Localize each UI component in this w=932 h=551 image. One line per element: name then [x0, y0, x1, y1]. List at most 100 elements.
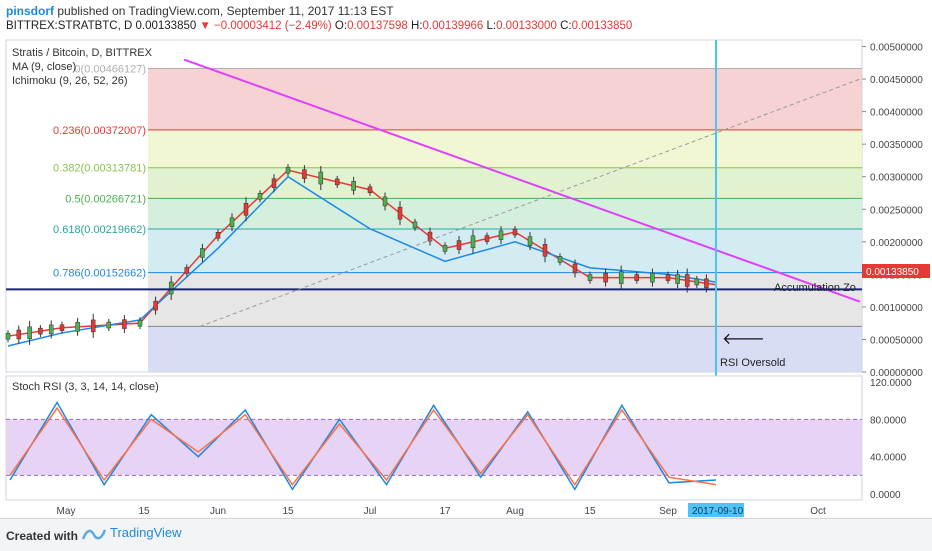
- candle-body: [215, 232, 221, 239]
- candle-body: [200, 248, 205, 258]
- x-tick-label: 15: [584, 506, 596, 517]
- y-tick-label: 0.00450000: [870, 75, 923, 86]
- y-tick-label: 0.00350000: [870, 140, 923, 151]
- candle-body: [106, 321, 112, 329]
- low-label: L:: [486, 20, 497, 32]
- candle-body: [484, 235, 490, 242]
- fib-band: [148, 129, 862, 168]
- last-price: 0.00133850: [135, 20, 197, 32]
- x-tick-label: May: [57, 506, 76, 517]
- fib-level-label: 0.5(0.00266721): [65, 193, 146, 205]
- trend-line: [183, 58, 861, 303]
- candle-body: [16, 329, 22, 340]
- tradingview-logo-icon: [82, 529, 106, 540]
- candle-body: [285, 166, 291, 174]
- candle-body: [334, 178, 340, 186]
- price-chart[interactable]: 0(0.00466127) 0.236(0.00372007) 0.382(0.00…: [0, 0, 932, 518]
- y-tick-label: 0.00200000: [870, 238, 923, 249]
- candle-body: [271, 178, 277, 188]
- high-value: 0.00139966: [422, 20, 484, 32]
- y-tick-label: 0.00100000: [870, 303, 923, 314]
- candle-body: [397, 206, 403, 220]
- rsi-oversold-label: RSI Oversold: [720, 357, 785, 369]
- x-tick-label: 15: [138, 506, 150, 517]
- candle-body: [572, 263, 578, 274]
- chart-header: pinsdorf published on TradingView.com, S…: [0, 0, 932, 40]
- fib-level-label: 0.786(0.00152662): [53, 268, 146, 280]
- y-tick-label: 0.00400000: [870, 108, 923, 119]
- candle-body: [229, 217, 235, 228]
- candle-body: [650, 272, 655, 283]
- rsi-title: Stoch RSI (3, 3, 14, 14, close): [12, 381, 159, 393]
- x-tick-label: Oct: [810, 506, 826, 517]
- y-tick-label: 0.00500000: [870, 43, 923, 54]
- candle-body: [48, 324, 54, 335]
- fib-level-label: 0(0.00466127): [74, 64, 146, 76]
- candle-body: [412, 221, 418, 229]
- tradingview-link[interactable]: TradingView: [82, 525, 182, 541]
- candle-body: [59, 324, 65, 331]
- candle-body: [675, 274, 680, 284]
- candle-body: [694, 278, 700, 286]
- close-value: 0.00133850: [571, 20, 633, 32]
- high-label: H:: [411, 20, 423, 32]
- candle-body: [75, 322, 80, 332]
- open-value: 0.00137598: [347, 20, 408, 32]
- x-tick-label: 15: [282, 506, 294, 517]
- candle-body: [427, 231, 433, 242]
- fib-band: [148, 198, 862, 230]
- created-with-label: Created with: [6, 529, 79, 543]
- candle-body: [603, 272, 608, 283]
- low-value: 0.00133000: [496, 20, 557, 32]
- legend-entry: Stratis / Bitcoin, D, BITTREX: [12, 47, 153, 59]
- price-change: −0.00003412 (−2.49%): [214, 20, 332, 32]
- candle-body: [27, 326, 32, 340]
- accumulation-zone-label: Accumulation Zo: [774, 282, 856, 294]
- footer-bar: Created with TradingView: [0, 518, 932, 551]
- date-tag-bg: [688, 503, 744, 517]
- y-tick-label: 0.00050000: [870, 335, 923, 346]
- candle-body: [122, 319, 127, 329]
- candle-body: [498, 230, 504, 241]
- candle-body: [137, 319, 143, 327]
- down-arrow-icon: ▼: [199, 20, 211, 32]
- publish-info: published on TradingView.com, September …: [57, 4, 394, 18]
- candle-body: [557, 256, 563, 263]
- candle-body: [257, 192, 263, 200]
- candle-body: [243, 203, 249, 216]
- x-tick-label: Sep: [659, 506, 677, 517]
- candle-body: [442, 245, 448, 252]
- x-tick-label: Jul: [364, 506, 377, 517]
- candle-body: [5, 332, 11, 340]
- fib-band: [148, 326, 862, 372]
- candle-body: [168, 281, 174, 295]
- candle-body: [470, 235, 476, 249]
- candle-body: [618, 271, 624, 284]
- stoch-rsi-d-line: [9, 406, 717, 487]
- price-series-line: [7, 175, 717, 347]
- fib-band: [148, 167, 862, 199]
- candle-body: [634, 274, 640, 281]
- symbol-label: BITTREX:STRATBTC, D: [6, 20, 133, 32]
- rsi-band: [6, 419, 862, 476]
- author-name[interactable]: pinsdorf: [6, 4, 54, 18]
- candle-body: [38, 327, 43, 335]
- fib-band: [148, 272, 862, 327]
- x-tick-label: Aug: [506, 506, 524, 517]
- candle-body: [382, 196, 388, 207]
- publish-line: pinsdorf published on TradingView.com, S…: [6, 4, 394, 18]
- candle-body: [351, 181, 356, 191]
- candle-body: [367, 186, 373, 193]
- ohlc-line: BITTREX:STRATBTC, D 0.00133850 ▼ −0.0000…: [6, 20, 632, 32]
- rsi-tick-label: 120.0000: [870, 378, 912, 389]
- candle-body: [527, 236, 533, 246]
- price-tag-bg: [862, 264, 930, 278]
- candle-body: [542, 244, 548, 257]
- candle-body: [665, 274, 671, 281]
- candle-body: [318, 171, 324, 185]
- fib-band: [148, 68, 862, 130]
- rsi-tick-label: 40.0000: [870, 453, 907, 464]
- candle-body: [302, 169, 307, 179]
- date-tag-label: 2017-09-10: [692, 506, 744, 517]
- candle-body: [512, 228, 518, 236]
